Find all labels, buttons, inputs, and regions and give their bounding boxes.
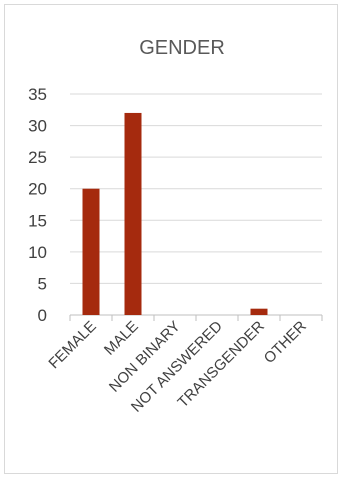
x-category-label: OTHER (261, 318, 310, 367)
y-tick-label: 10 (28, 243, 47, 262)
y-axis-tick-labels: 0 5 10 15 20 25 30 35 (28, 85, 47, 325)
y-tick-label: 0 (38, 306, 47, 325)
y-tick-label: 25 (28, 148, 47, 167)
gridlines (70, 93, 322, 284)
chart-title: GENDER (139, 37, 225, 59)
bar-transgender (250, 308, 268, 315)
y-tick-label: 35 (28, 85, 47, 104)
bar-male (124, 112, 142, 315)
x-axis (69, 314, 323, 321)
y-tick-label: 5 (38, 274, 47, 293)
y-tick-label: 15 (28, 211, 47, 230)
bars (82, 112, 268, 315)
bar-female (82, 188, 100, 315)
x-category-label: FEMALE (45, 318, 99, 372)
chart-frame (4, 4, 338, 474)
y-tick-label: 30 (28, 117, 47, 136)
y-tick-label: 20 (28, 180, 47, 199)
